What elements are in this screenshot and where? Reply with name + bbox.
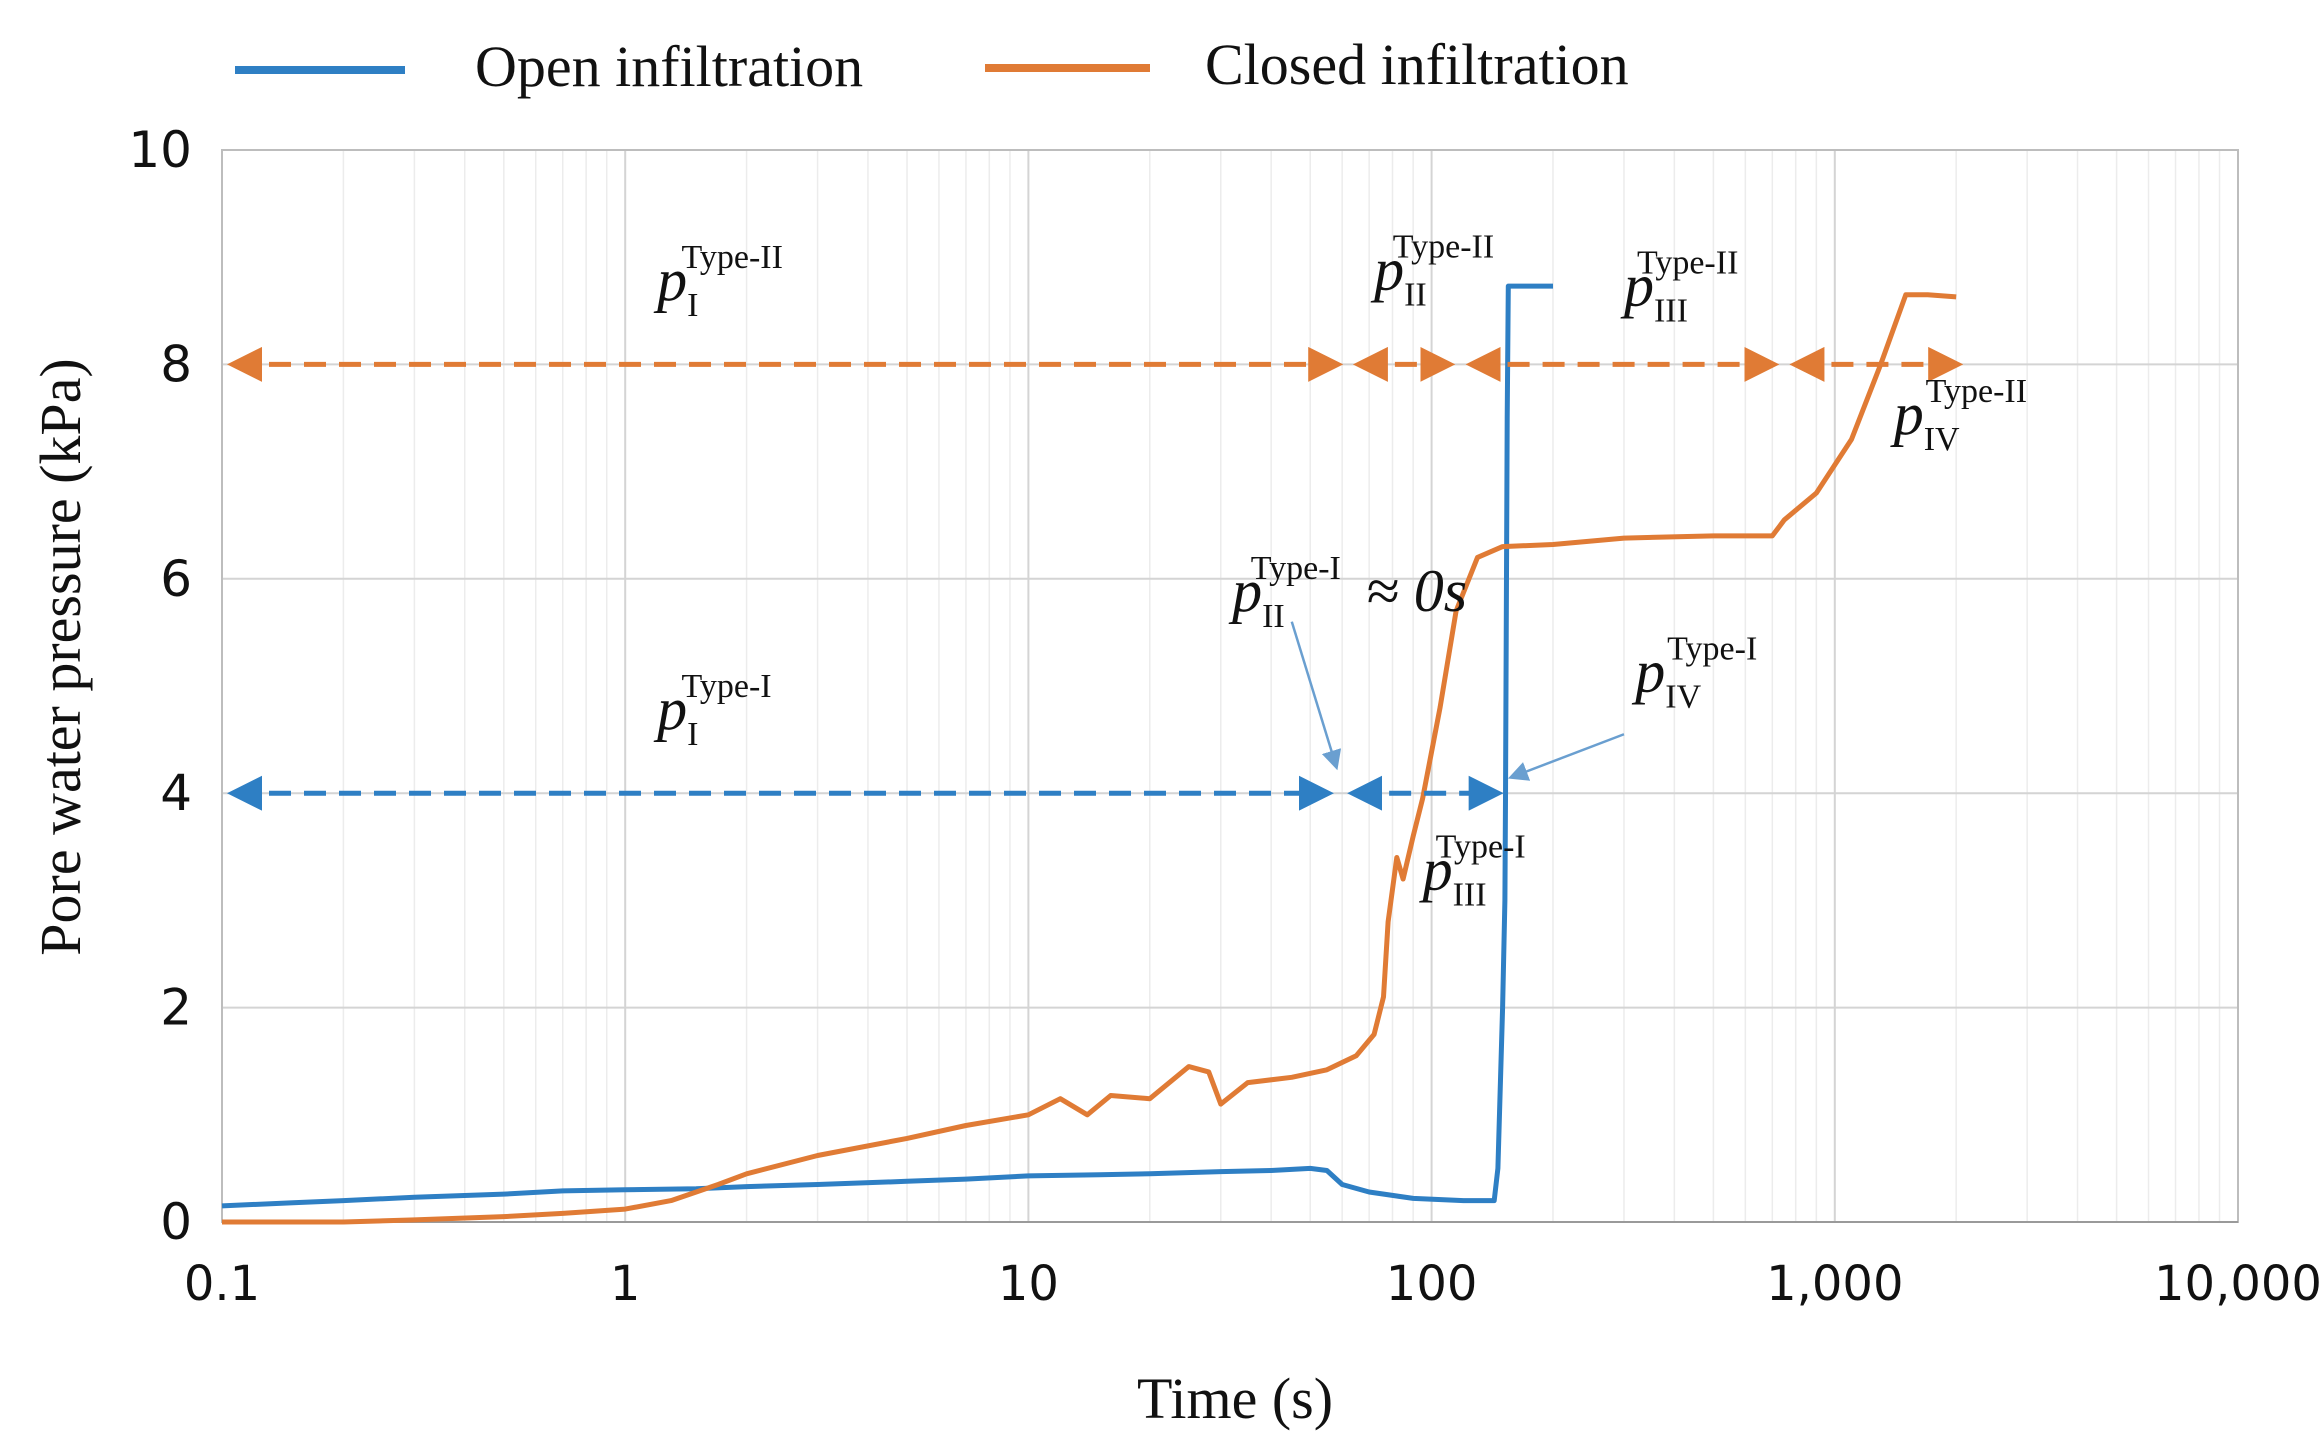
y-tick-label: 2 — [160, 979, 192, 1037]
open-phase-2-pointer-arrow — [1290, 621, 1342, 771]
closed-phase-1-label: pIType-II — [653, 239, 783, 324]
y-tick-label: 10 — [128, 121, 192, 179]
x-tick-label: 10 — [998, 1256, 1059, 1312]
open-phase-3-label: pIIIType-I — [1419, 829, 1526, 914]
legend-label-closed: Closed infiltration — [1205, 32, 1629, 97]
series-line-closed — [222, 292, 1957, 1225]
open-phase-4-pointer-arrow — [1507, 733, 1625, 781]
plot-frame — [221, 149, 2239, 1223]
open-phase-4-label: pIVType-I — [1631, 630, 1757, 715]
y-tick-label: 0 — [160, 1193, 192, 1251]
tick-labels: 0.1 1 10 100 1,000 10,000 0 2 4 6 8 10 — [128, 121, 2322, 1312]
legend: Open infiltration Closed infiltration — [235, 32, 1629, 99]
annotations: pIType-II pIIType-II pIIIType-II pIVType-II… — [227, 228, 2027, 914]
y-tick-label: 8 — [160, 335, 192, 393]
closed-phase-2-label: pIIType-II — [1370, 228, 1494, 313]
open-phase-2-label: pIIType-I ≈ 0s — [1228, 550, 1467, 635]
y-tick-label: 4 — [160, 764, 192, 822]
x-tick-label: 1,000 — [1766, 1256, 1903, 1312]
y-tick-label: 6 — [160, 550, 192, 608]
closed-phase-4-label: pIVType-II — [1890, 373, 2027, 458]
series-lines — [221, 283, 1957, 1225]
axes — [221, 149, 2239, 1223]
x-tick-label: 0.1 — [184, 1256, 260, 1312]
x-axis-title: Time (s) — [1137, 1366, 1333, 1431]
series-line-open — [221, 283, 1553, 1209]
grid — [222, 149, 2238, 1222]
x-tick-label: 1 — [610, 1256, 641, 1312]
x-tick-label: 100 — [1386, 1256, 1478, 1312]
open-phase-1-label: pIType-I — [653, 668, 771, 753]
x-tick-label: 10,000 — [2154, 1256, 2322, 1312]
legend-label-open: Open infiltration — [475, 34, 863, 99]
closed-phase-3-label: pIIIType-II — [1620, 244, 1738, 329]
y-axis-title: Pore water pressure (kPa) — [28, 358, 93, 956]
